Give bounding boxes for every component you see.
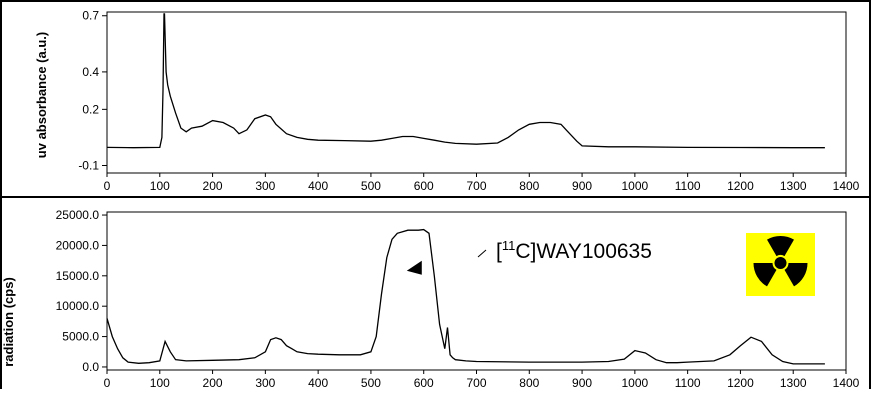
uv-y-tick-label: 0.4: [82, 65, 99, 79]
radiation-x-tick-label: 200: [203, 376, 223, 389]
radiation-x-tick-label: 900: [572, 376, 592, 389]
uv-x-tick-label: 800: [519, 179, 539, 193]
radiation-x-tick-label: 400: [308, 376, 328, 389]
uv-x-tick-label: 1400: [833, 179, 860, 193]
uv-x-axis: 0 100 200 300 400 500 600 700 800 900 1000 1100 1200…: [104, 173, 860, 193]
radiation-trace: [106, 228, 825, 365]
radiation-x-tick-label: 1100: [675, 376, 701, 389]
uv-y-tick-label: -0.1: [78, 159, 99, 173]
radiation-x-tick-label: 1400: [833, 376, 860, 389]
trefoil-blade: [753, 263, 777, 287]
uv-x-tick-label: 100: [150, 179, 170, 193]
peak-arrow-marker: [406, 260, 422, 275]
uv-x-tick-label: 300: [255, 179, 275, 193]
radiation-x-axis: 0 100 200 300 400 500 600 700 800 900 1000 1100 1200…: [104, 370, 860, 390]
uv-plot-frame: [106, 11, 847, 174]
radiation-panel: 0 100 200 300 400 500 600 700 800 900 1000 1100 1200…: [1, 208, 860, 390]
radiation-trefoil-icon: [753, 235, 808, 287]
radiation-x-tick-label: 1000: [622, 376, 649, 389]
uv-x-tick-label: 600: [414, 179, 434, 193]
uv-y-axis: 0.7 0.4 0.2 -0.1: [78, 9, 107, 173]
radiation-x-tick-label: 1200: [727, 376, 754, 389]
uv-x-tick-label: 1200: [727, 179, 754, 193]
trefoil-center: [774, 257, 787, 269]
radiation-y-tick-label: 10000.0: [56, 299, 100, 313]
radiation-x-tick-label: 100: [150, 376, 170, 389]
uv-x-tick-label: 400: [308, 179, 328, 193]
radiation-y-tick-label: 20000.0: [56, 238, 100, 252]
radiation-y-tick-label: 0.0: [82, 360, 99, 374]
uv-y-tick-label: 0.2: [82, 102, 99, 116]
radiation-plot-frame: [106, 211, 847, 371]
tracer-label: [11C]WAY100635: [496, 238, 652, 263]
trefoil-blade: [784, 263, 808, 287]
radiation-x-tick-label: 0: [104, 376, 111, 389]
uv-y-axis-title: uv absorbance (a.u.): [34, 32, 49, 158]
uv-x-tick-label: 1000: [622, 179, 649, 193]
radiation-badge: [746, 233, 815, 296]
uv-y-tick-label: 0.7: [82, 9, 99, 23]
radiation-x-tick-label: 1300: [780, 376, 807, 389]
uv-x-tick-label: 0: [104, 179, 111, 193]
radiation-x-tick-label: 500: [361, 376, 381, 389]
uv-x-tick-label: 1100: [675, 179, 701, 193]
uv-x-tick-label: 200: [203, 179, 223, 193]
radiation-y-axis: 25000.0 20000.0 15000.0 10000.0 5000.0 0.0: [56, 208, 107, 374]
radiation-y-tick-label: 15000.0: [56, 269, 100, 283]
uv-panel: 0 100 200 300 400 500 600 700 800 900 1000 1100 1200…: [34, 9, 860, 193]
uv-trace: [106, 13, 825, 149]
radiation-y-tick-label: 25000.0: [56, 208, 100, 222]
annotation-leader-line: [477, 249, 487, 258]
trefoil-blade: [767, 235, 794, 257]
uv-x-tick-label: 700: [466, 179, 486, 193]
radiation-x-tick-label: 800: [519, 376, 539, 389]
uv-x-tick-label: 900: [572, 179, 592, 193]
radiation-x-tick-label: 600: [414, 376, 434, 389]
uv-x-tick-label: 500: [361, 179, 381, 193]
radiation-y-axis-title: radiation (cps): [1, 277, 16, 367]
uv-x-tick-label: 1300: [780, 179, 807, 193]
radiation-x-tick-label: 700: [466, 376, 486, 389]
radiation-y-tick-label: 5000.0: [62, 330, 99, 344]
radiation-x-tick-label: 300: [255, 376, 275, 389]
